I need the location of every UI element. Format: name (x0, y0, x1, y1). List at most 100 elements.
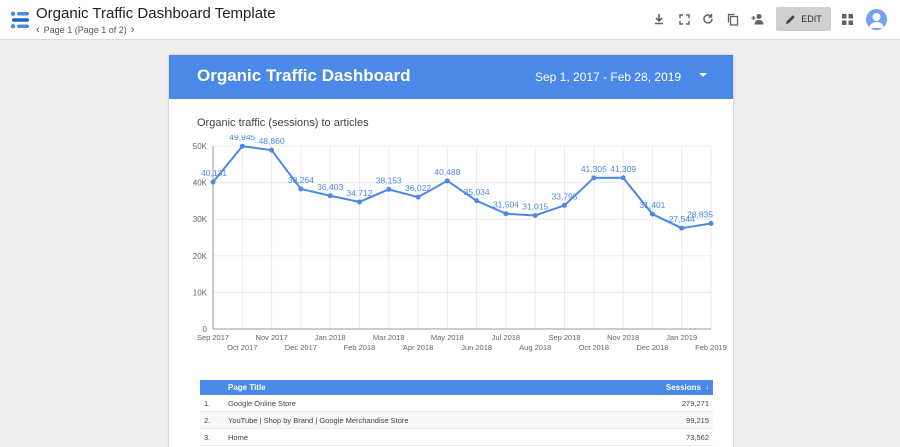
data-point (356, 199, 362, 205)
page-indicator: Page 1 (Page 1 of 2) (43, 25, 127, 35)
data-point (415, 194, 421, 200)
fullscreen-icon[interactable] (676, 11, 692, 27)
row-page-title: Home (228, 432, 249, 442)
x-tick-label: Jan 2018 (315, 333, 346, 342)
x-tick-label: Feb 2018 (344, 343, 376, 352)
data-label: 31,504 (493, 200, 519, 210)
refresh-icon[interactable] (700, 11, 716, 27)
y-tick-label: 50K (193, 142, 208, 151)
data-label: 38,264 (288, 175, 314, 185)
data-label: 31,015 (522, 201, 548, 211)
y-tick-label: 0 (203, 325, 208, 334)
page-navigator: ‹ Page 1 (Page 1 of 2) › (36, 24, 134, 36)
data-point (474, 198, 480, 204)
data-label: 49,945 (229, 135, 255, 142)
pencil-icon (786, 14, 796, 24)
data-label: 38,153 (376, 175, 402, 185)
row-number: 2. (204, 415, 211, 425)
series-line-sessions (212, 145, 712, 230)
x-tick-label: Feb 2019 (695, 343, 727, 352)
data-label: 34,712 (346, 188, 372, 198)
x-tick-label: Jul 2018 (492, 333, 520, 342)
data-label: 41,309 (610, 164, 636, 174)
x-tick-label: May 2018 (431, 333, 464, 342)
row-sessions: 99,215 (686, 415, 709, 425)
data-label: 40,131 (201, 168, 227, 178)
table-row[interactable]: 2. YouTube | Shop by Brand | Google Merch… (200, 412, 713, 429)
user-avatar[interactable] (866, 9, 887, 30)
column-header-page-title[interactable]: Page Title (228, 383, 266, 392)
data-point (269, 147, 275, 153)
x-tick-label: Nov 2018 (607, 333, 639, 342)
document-title: Organic Traffic Dashboard Template (36, 5, 276, 22)
x-tick-label: Sep 2018 (548, 333, 580, 342)
x-tick-label: Oct 2017 (227, 343, 257, 352)
column-header-sessions[interactable]: Sessions (665, 383, 701, 392)
x-tick-label: Oct 2018 (579, 343, 609, 352)
table-row[interactable]: 1. Google Online Store 279,271 (200, 395, 713, 412)
download-icon[interactable] (651, 11, 667, 27)
data-point (386, 186, 392, 192)
edit-button-label: EDIT (801, 14, 822, 24)
data-label: 27,544 (669, 214, 695, 224)
date-range-control[interactable]: Sep 1, 2017 - Feb 28, 2019 (535, 70, 682, 84)
row-number: 1. (204, 398, 211, 408)
data-point (444, 178, 450, 184)
report-header: Organic Traffic Dashboard Sep 1, 2017 - … (169, 55, 733, 99)
table-header: Page Title Sessions ↓ (200, 380, 713, 395)
row-number: 3. (204, 432, 211, 442)
report-title: Organic Traffic Dashboard (197, 66, 411, 85)
data-studio-logo-icon (10, 11, 29, 29)
data-point (679, 225, 685, 231)
row-sessions: 279,271 (681, 398, 709, 408)
y-tick-label: 40K (193, 179, 208, 188)
data-label: 28,835 (687, 209, 713, 219)
data-point (327, 193, 333, 199)
data-point (298, 186, 304, 192)
date-range-dropdown-icon[interactable] (699, 73, 707, 77)
x-tick-label: Sep 2017 (197, 333, 229, 342)
x-tick-label: Dec 2018 (636, 343, 668, 352)
edit-button[interactable]: EDIT (776, 7, 831, 31)
data-label: 33,795 (552, 191, 578, 201)
data-label: 48,860 (259, 136, 285, 146)
report-page: Organic Traffic Dashboard Sep 1, 2017 - … (169, 55, 733, 447)
x-tick-label: Aug 2018 (519, 343, 551, 352)
y-tick-label: 10K (193, 288, 208, 297)
data-point (620, 175, 626, 181)
top-pages-table: Page Title Sessions ↓ 1. Google Online St… (200, 380, 713, 446)
chart-title: Organic traffic (sessions) to articles (197, 117, 369, 129)
data-point (532, 212, 538, 218)
x-tick-label: Mar 2018 (373, 333, 405, 342)
y-tick-label: 20K (193, 252, 208, 261)
data-point (591, 175, 597, 181)
data-point (503, 211, 509, 217)
x-tick-label: Jan 2019 (666, 333, 697, 342)
x-tick-label: Jun 2018 (461, 343, 492, 352)
next-page-icon[interactable]: › (130, 24, 135, 36)
copy-icon[interactable] (725, 11, 741, 27)
table-row[interactable]: 3. Home 73,562 (200, 429, 713, 446)
data-point (708, 220, 714, 226)
data-point (239, 143, 245, 149)
data-label: 41,305 (581, 164, 607, 174)
y-tick-label: 30K (193, 215, 208, 224)
x-tick-label: Apr 2018 (403, 343, 433, 352)
row-page-title: YouTube | Shop by Brand | Google Merchan… (228, 415, 409, 425)
sort-arrow-icon[interactable]: ↓ (705, 384, 710, 391)
data-label: 40,488 (434, 167, 460, 177)
previous-page-icon[interactable]: ‹ (36, 24, 40, 36)
row-page-title: Google Online Store (228, 398, 296, 408)
x-tick-label: Dec 2017 (285, 343, 317, 352)
data-point (210, 179, 216, 185)
data-label: 31,401 (639, 200, 665, 210)
data-label: 36,403 (317, 182, 343, 192)
x-tick-label: Nov 2017 (256, 333, 288, 342)
data-label: 36,022 (405, 183, 431, 193)
share-icon[interactable] (750, 11, 766, 27)
apps-icon[interactable] (839, 11, 855, 27)
data-point (649, 211, 655, 217)
row-sessions: 73,562 (686, 432, 709, 442)
data-label: 35,034 (464, 187, 490, 197)
